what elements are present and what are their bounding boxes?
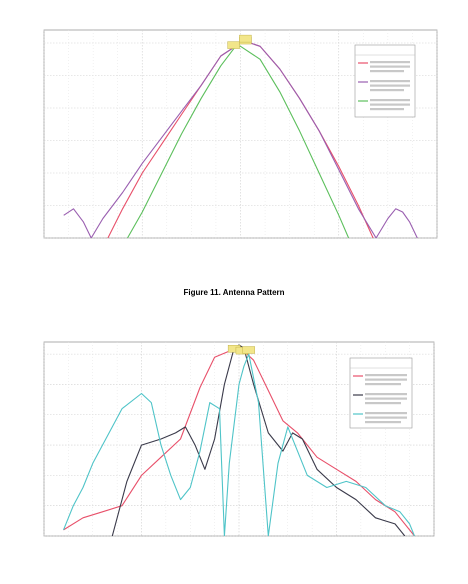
- legend-entry-text-block: [370, 99, 410, 102]
- legend-entry-text-block: [365, 397, 407, 400]
- h-plane-chart: [43, 29, 438, 239]
- h-plane-chart-panel: [0, 0, 468, 282]
- legend-entry-text-block: [365, 393, 407, 396]
- legend-entry-text-block: [365, 402, 401, 405]
- legend-entry-text-block: [365, 374, 407, 377]
- legend-entry-text-block: [370, 70, 404, 73]
- e-plane-chart: [43, 341, 435, 537]
- legend-entry-text-block: [365, 421, 401, 424]
- legend-entry-text-block: [370, 65, 410, 68]
- series-line-3: [62, 353, 416, 536]
- figure-caption: Figure 11. Antenna Pattern: [183, 288, 285, 297]
- legend-entry-text-block: [370, 103, 410, 106]
- marker-box: [242, 346, 255, 354]
- legend-entry-text-block: [370, 80, 410, 83]
- marker-box: [227, 41, 240, 49]
- legend-entry-text-block: [365, 412, 407, 415]
- legend-entry-text-block: [365, 416, 407, 419]
- legend-entry-text-block: [370, 108, 404, 111]
- marker-box: [239, 34, 252, 43]
- legend-entry-text-block: [365, 383, 401, 386]
- e-plane-chart-panel: [0, 318, 468, 584]
- legend-entry-text-block: [370, 89, 404, 92]
- legend-entry-text-block: [370, 61, 410, 64]
- series-line-2: [111, 344, 406, 536]
- legend-entry-text-block: [365, 378, 407, 381]
- legend-entry-text-block: [370, 84, 410, 87]
